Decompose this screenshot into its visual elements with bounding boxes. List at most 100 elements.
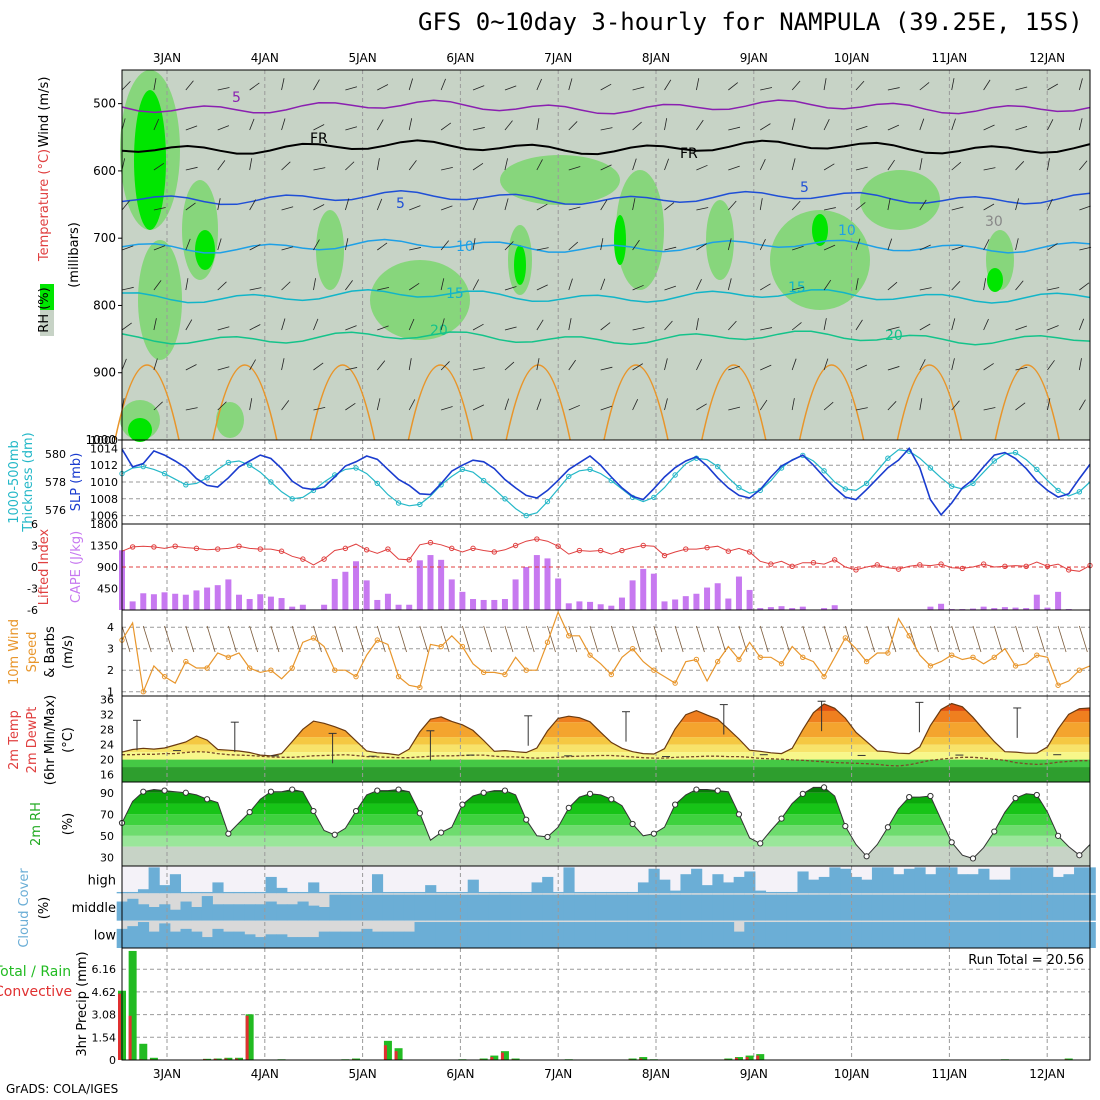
- cloud-high-cell: [1020, 867, 1032, 894]
- rh-area: [370, 260, 470, 340]
- upper-wind-barb: [153, 78, 157, 91]
- thickness-point: [374, 480, 380, 487]
- cape-bar: [470, 599, 477, 610]
- cape-bar: [129, 601, 136, 610]
- rh-band: [122, 787, 1090, 793]
- thickness-point: [842, 486, 849, 492]
- cloud-low-cell: [382, 931, 394, 948]
- cloud-middle-cell: [457, 894, 469, 921]
- upper-wind-barb: [983, 278, 987, 291]
- lifted-index-point: [555, 543, 561, 549]
- cape-bar: [427, 555, 434, 610]
- upper-wind-barb: [313, 318, 319, 331]
- top-day-label: 5JAN: [349, 51, 377, 65]
- wind-barb: [781, 625, 790, 653]
- cloud-low-cell: [1052, 922, 1064, 948]
- cloud-middle-cell: [478, 894, 490, 921]
- thickness-point: [544, 498, 551, 505]
- wind-barb: [504, 625, 514, 653]
- cloud-high-cell: [542, 876, 554, 894]
- cloud-low-cell: [797, 922, 809, 948]
- bottom-day-label: 7JAN: [544, 1067, 572, 1081]
- upper-wind-barb: [249, 118, 255, 131]
- upper-wind-barb: [823, 318, 827, 331]
- rh-point: [969, 855, 977, 862]
- upper-wind-barb: [632, 239, 640, 251]
- cape-bar: [587, 601, 594, 610]
- contour-label: 20: [430, 323, 448, 339]
- cape-bar: [140, 593, 147, 610]
- upper-wind-barb: [504, 120, 513, 131]
- cape-bar: [331, 578, 338, 610]
- cloud-middle-cell: [637, 894, 650, 921]
- cloud-middle-cell: [744, 894, 756, 921]
- lifted-index-point: [704, 544, 710, 551]
- cape-bar: [214, 585, 221, 610]
- lifted-index-point: [512, 542, 519, 549]
- cape-bar: [267, 596, 274, 610]
- cloud-low-cell: [340, 931, 352, 948]
- upper-wind-barb: [823, 119, 830, 131]
- upper-wind-barb: [664, 358, 668, 371]
- cloud-low-cell: [829, 922, 841, 948]
- upper-wind-barb: [664, 285, 677, 291]
- upper-wind-barb: [664, 202, 675, 211]
- cloud-middle-cell: [127, 898, 139, 921]
- upper-wind-barb: [1047, 325, 1059, 331]
- slp-tick-label: 1000: [90, 434, 118, 447]
- cloud-low-cell: [616, 922, 628, 948]
- cloud-high-cell: [329, 891, 341, 894]
- bottom-day-label: 5JAN: [349, 1067, 377, 1081]
- cloud-high-cell: [648, 868, 660, 894]
- rh-point: [203, 796, 211, 803]
- rh-area: [770, 210, 870, 310]
- cloud-high-cell: [393, 891, 405, 894]
- bottom-day-label: 6JAN: [446, 1067, 474, 1081]
- warm-contour: [896, 364, 963, 441]
- cloud-middle-cell: [191, 907, 203, 921]
- thickness-point: [246, 462, 253, 468]
- rh-point: [820, 784, 828, 791]
- precip-tick-label: 6.16: [92, 963, 117, 976]
- upper-wind-barb: [1047, 158, 1050, 171]
- cloud-high-cell: [903, 868, 915, 894]
- cloud-low-cell: [201, 937, 213, 948]
- thickness-point: [183, 482, 189, 488]
- wind-barb: [759, 625, 769, 653]
- upper-wind-barb: [568, 278, 573, 291]
- rh-legend-label: RH (%): [37, 287, 52, 332]
- cape-bar: [576, 601, 583, 610]
- upper-wind-barb: [759, 198, 763, 211]
- wind-barb: [419, 625, 429, 653]
- precip-total-label: Total / Rain: [0, 964, 71, 980]
- wind-tick-label: 2: [107, 664, 114, 677]
- cloud-high-cell: [531, 882, 543, 894]
- wind-speed-point: [523, 667, 529, 673]
- cloud-high-cell: [637, 882, 650, 894]
- cloud-middle-cell: [861, 894, 873, 921]
- cloud-high-cell: [510, 891, 522, 894]
- lifted-index-point: [683, 546, 689, 552]
- thickness-point: [821, 468, 827, 474]
- precip-total-bar: [756, 1054, 765, 1060]
- rh-point: [459, 801, 466, 808]
- wind-label: & Barbs: [43, 626, 58, 678]
- upper-wind-barb: [217, 160, 226, 171]
- temperature-area: [122, 703, 1090, 782]
- cloud-low-cell: [393, 931, 405, 948]
- lifted-index-point: [385, 546, 391, 552]
- cloud-low-cell: [520, 922, 533, 948]
- cloud-high-cell: [340, 891, 352, 894]
- cloud-high-cell: [467, 879, 479, 894]
- thickness-tick-label: 578: [45, 476, 66, 489]
- upper-wind-barb: [696, 403, 707, 411]
- upper-wind-barb: [664, 398, 668, 411]
- upper-wind-barb: [919, 287, 932, 291]
- rh-legend-swatch: [40, 310, 54, 336]
- upper-wind-barb: [1078, 318, 1085, 331]
- cape-bar: [555, 578, 562, 610]
- cloud-low-cell: [414, 922, 426, 948]
- upper-wind-barb: [696, 119, 704, 131]
- cloud-low-cell: [169, 931, 182, 948]
- upper-wind-barb: [887, 401, 897, 411]
